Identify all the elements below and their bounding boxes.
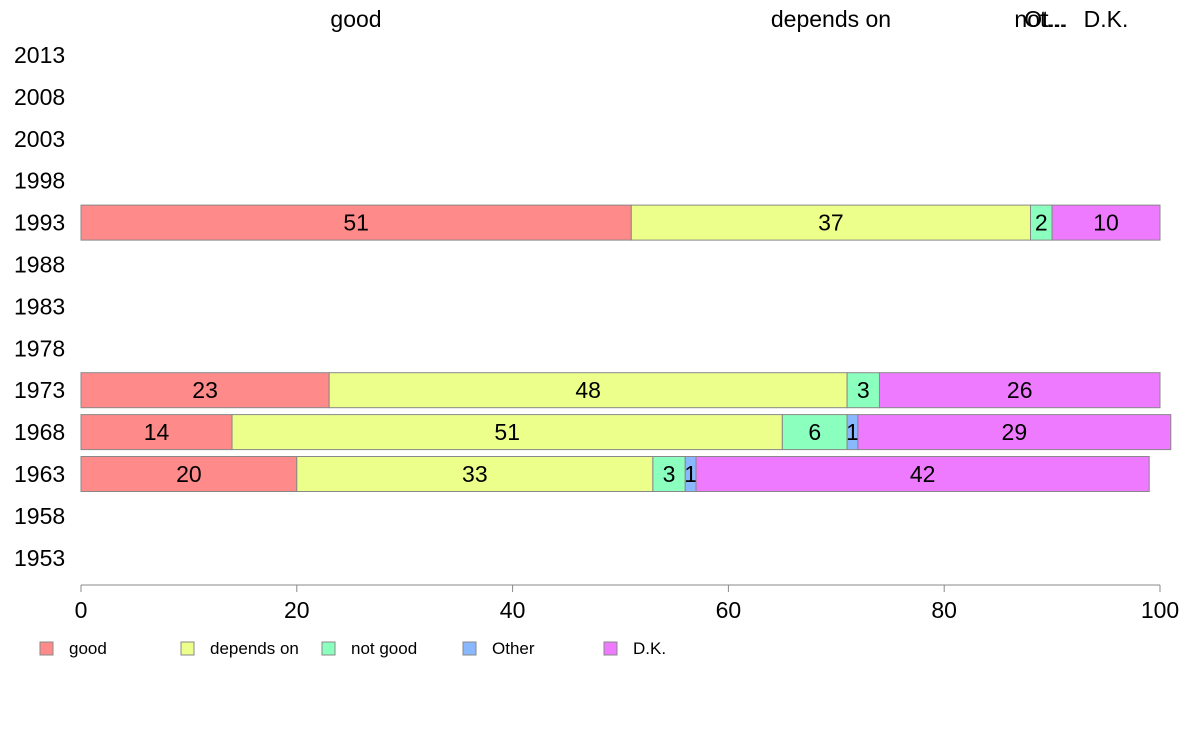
x-tick-label-100: 100	[1141, 597, 1179, 623]
year-label-1983: 1983	[14, 293, 65, 319]
bar-1963-depends-on	[296, 456, 654, 492]
bar-1963-d-k-	[695, 456, 1150, 492]
bar-value-label: 48	[575, 377, 601, 403]
legend-label-other: Other	[492, 639, 535, 658]
bar-1973-d-k-	[878, 372, 1161, 409]
bar-value-label: 23	[192, 377, 218, 403]
top-label-0: good	[330, 6, 381, 32]
year-label-1953: 1953	[14, 545, 65, 571]
year-axis-labels: 2013 2008 2003 1998 1993 1988 1983 1978 1973 1968…	[14, 42, 65, 571]
legend-label-not-good: not good	[351, 639, 417, 658]
bar-1968-not-good	[781, 414, 848, 451]
bar-value-label: 29	[1002, 419, 1028, 445]
bar-1973-not-good	[846, 372, 880, 409]
bar-value-label: 1	[846, 419, 859, 445]
legend-swatch-good	[39, 641, 54, 656]
bar-value-label: 26	[1007, 377, 1033, 403]
year-label-1993: 1993	[14, 210, 65, 236]
year-label-1978: 1978	[14, 335, 65, 361]
x-tick-label-60: 60	[716, 597, 742, 623]
year-label-1968: 1968	[14, 419, 65, 445]
year-label-1958: 1958	[14, 503, 65, 529]
bar-value-label: 14	[144, 419, 170, 445]
top-series-labels: good depends on not...Ot... D.K.	[330, 6, 1128, 32]
bar-value-label: 1	[684, 461, 697, 487]
bar-1973-good	[80, 372, 330, 409]
bar-value-label: 6	[808, 419, 821, 445]
year-label-2013: 2013	[14, 42, 65, 68]
legend: good depends on not good Other D.K.	[39, 639, 666, 658]
bar-1963-good	[80, 456, 298, 492]
legend-label-d-k-: D.K.	[633, 639, 666, 658]
top-label-2: not...	[1014, 6, 1065, 32]
bar-value-label: 51	[343, 210, 369, 236]
top-label-3: Ot...	[1024, 6, 1067, 32]
bar-value-label: 2	[1035, 210, 1048, 236]
x-axis: 0 20 40 60 80 100	[75, 584, 1179, 623]
bar-1968-d-k-	[857, 414, 1172, 451]
x-tick-label-40: 40	[500, 597, 526, 623]
year-label-1998: 1998	[14, 168, 65, 194]
year-label-1988: 1988	[14, 252, 65, 278]
bar-1968-depends-on	[231, 414, 783, 451]
legend-swatch-depends-on	[180, 641, 195, 656]
bar-value-label: 33	[462, 461, 488, 487]
x-tick-label-80: 80	[931, 597, 957, 623]
legend-swatch-other	[462, 641, 477, 656]
bar-1963-not-good	[652, 456, 686, 492]
bar-value-label: 20	[176, 461, 202, 487]
bar-value-label: 3	[663, 461, 676, 487]
top-label-1: depends on	[771, 6, 891, 32]
bar-1993-d-k-	[1051, 204, 1161, 241]
top-label-4: D.K.	[1084, 6, 1129, 32]
legend-label-good: good	[69, 639, 107, 658]
x-tick-label-20: 20	[284, 597, 310, 623]
bar-1973-depends-on	[328, 372, 848, 409]
bar-value-label: 37	[818, 210, 844, 236]
bar-1993-good	[80, 204, 632, 241]
legend-swatch-not-good	[321, 641, 336, 656]
bar-value-label: 10	[1093, 210, 1119, 236]
bar-value-label: 42	[910, 461, 936, 487]
year-label-1973: 1973	[14, 377, 65, 403]
year-label-2008: 2008	[14, 84, 65, 110]
legend-label-depends-on: depends on	[210, 639, 299, 658]
x-tick-label-0: 0	[75, 597, 88, 623]
bar-1968-good	[80, 414, 233, 451]
bar-value-label: 51	[494, 419, 520, 445]
bar-value-label: 3	[857, 377, 870, 403]
bar-1993-depends-on	[630, 204, 1032, 241]
year-label-2003: 2003	[14, 126, 65, 152]
year-label-1963: 1963	[14, 461, 65, 487]
legend-swatch-d-k-	[603, 641, 618, 656]
